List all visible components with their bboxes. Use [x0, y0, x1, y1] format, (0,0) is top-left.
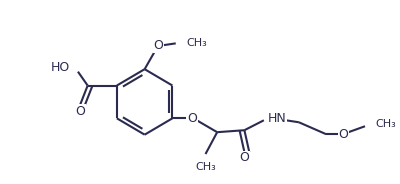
Text: O: O [240, 151, 249, 164]
Text: CH₃: CH₃ [186, 38, 207, 48]
Text: O: O [75, 105, 85, 118]
Text: O: O [339, 128, 348, 141]
Text: O: O [187, 112, 197, 125]
Text: O: O [153, 39, 163, 52]
Text: HN: HN [268, 112, 286, 125]
Text: CH₃: CH₃ [195, 162, 216, 172]
Text: CH₃: CH₃ [376, 119, 396, 129]
Text: HO: HO [51, 61, 70, 74]
